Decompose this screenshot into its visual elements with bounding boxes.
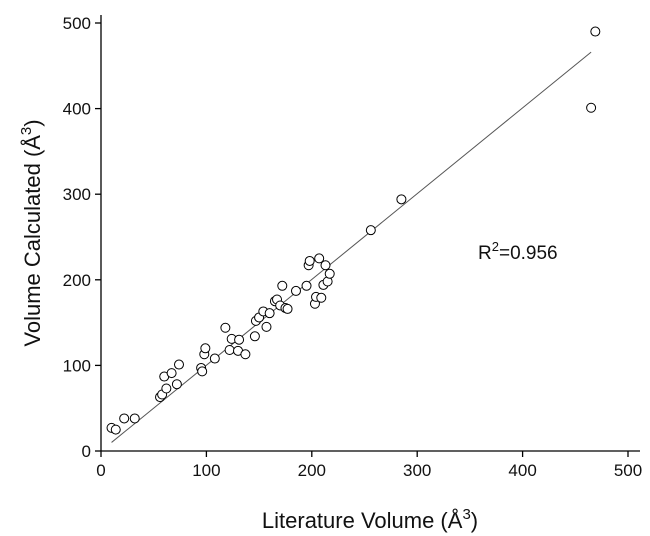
data-point: [316, 292, 327, 303]
data-point: [166, 368, 177, 379]
data-point: [261, 321, 272, 332]
data-point: [301, 280, 312, 291]
data-point: [220, 322, 231, 333]
x-tick-label: 500: [614, 461, 642, 480]
data-point: [282, 303, 293, 314]
data-point: [197, 366, 208, 377]
data-point: [324, 268, 335, 279]
y-tick-label: 400: [63, 100, 91, 119]
data-point: [304, 255, 315, 266]
y-tick-label: 500: [63, 14, 91, 33]
y-tick-label: 0: [82, 442, 91, 461]
data-point: [234, 334, 245, 345]
regression-line: [111, 51, 592, 443]
x-tick-label: 400: [508, 461, 536, 480]
data-point: [161, 383, 172, 394]
y-axis-title: Volume Calculated (Å3): [18, 119, 45, 346]
x-tick-label: 0: [96, 461, 105, 480]
data-point: [290, 285, 301, 296]
x-tick-label: 200: [298, 461, 326, 480]
data-point: [173, 359, 184, 370]
ticks: 0 100 200 300 400 500 0 100 200 300 400 500: [63, 14, 643, 480]
data-point: [171, 379, 182, 390]
y-tick-label: 300: [63, 185, 91, 204]
y-tick-label: 200: [63, 271, 91, 290]
r-squared-annotation: R2=0.956: [478, 239, 558, 264]
data-point: [320, 260, 331, 271]
data-point: [264, 308, 275, 319]
y-tick-label: 100: [63, 356, 91, 375]
data-point: [314, 253, 325, 264]
data-point: [365, 225, 376, 236]
x-axis-title: Literature Volume (Å3): [262, 506, 478, 533]
data-point: [110, 424, 121, 435]
axes: [100, 15, 640, 452]
x-tick-label: 300: [403, 461, 431, 480]
data-point: [200, 343, 211, 354]
data-point: [129, 413, 140, 424]
data-point: [119, 413, 130, 424]
data-point: [240, 349, 251, 360]
x-tick-label: 100: [192, 461, 220, 480]
data-point: [209, 353, 220, 364]
data-points: [106, 26, 601, 435]
data-point: [590, 26, 601, 37]
data-point: [249, 331, 260, 342]
data-point: [277, 280, 288, 291]
data-point: [224, 344, 235, 355]
data-point: [396, 194, 407, 205]
data-point: [586, 102, 597, 113]
